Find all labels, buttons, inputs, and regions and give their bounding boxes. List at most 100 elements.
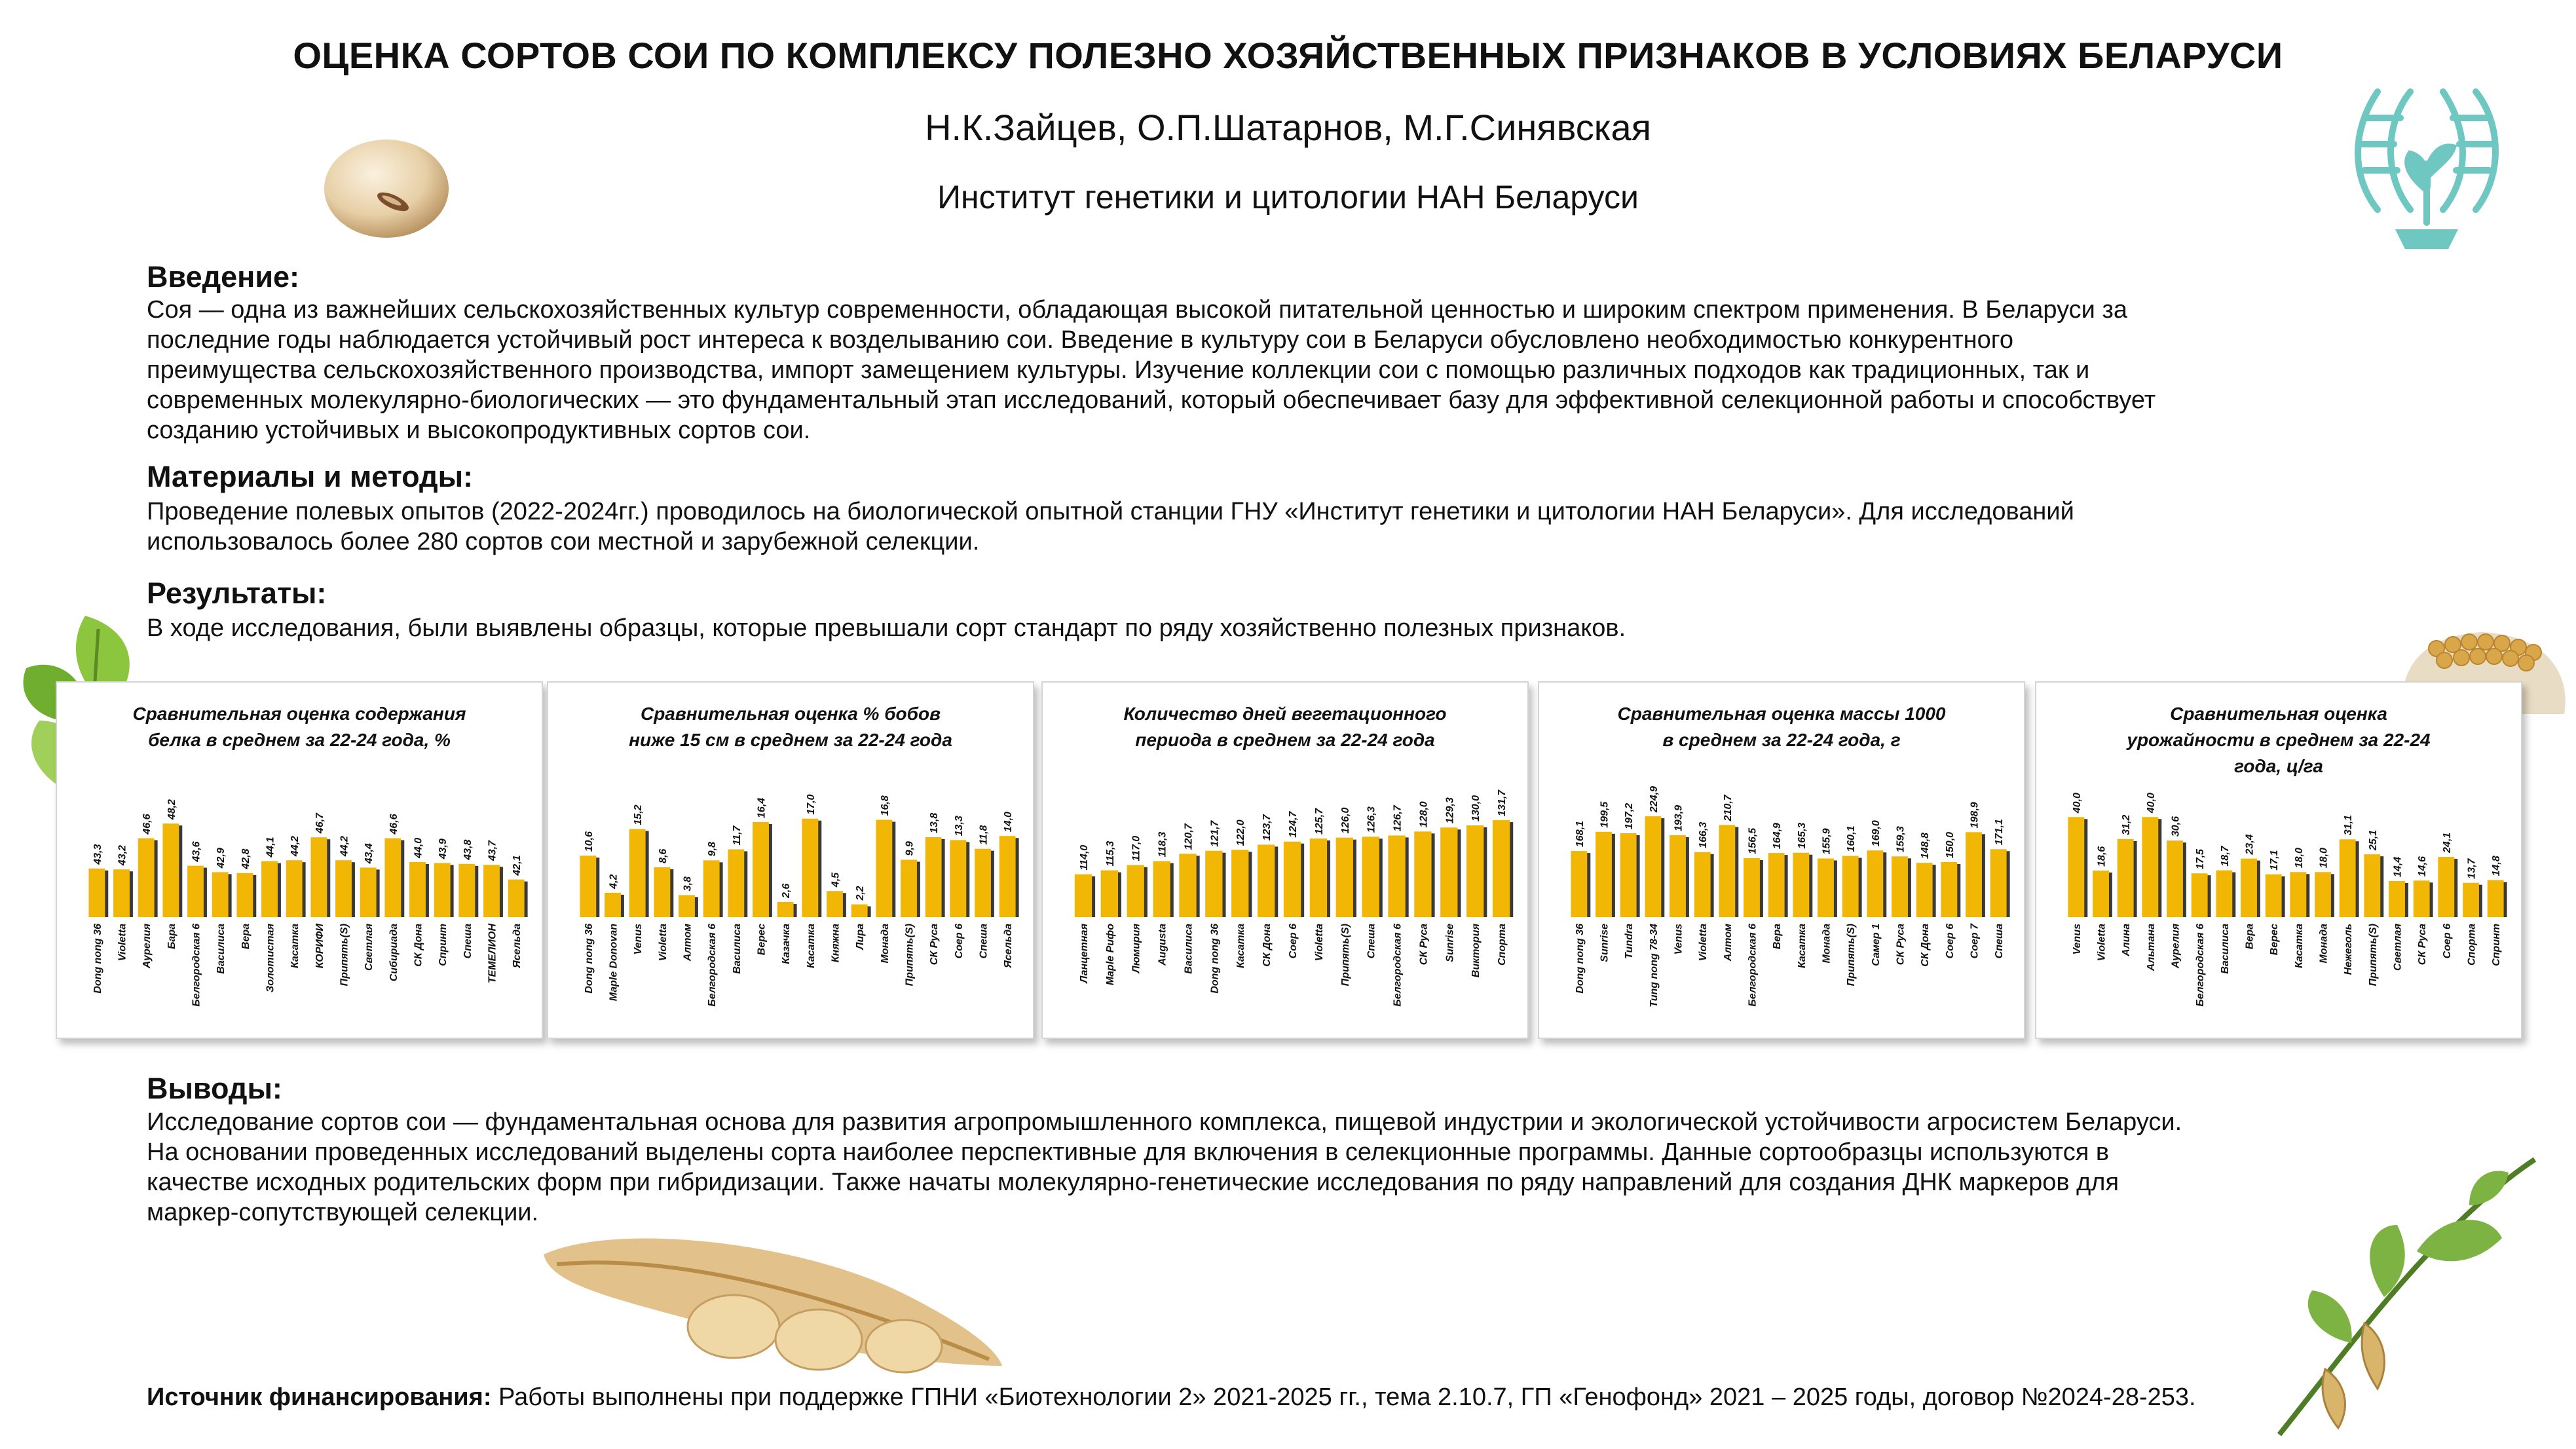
category-label: Сибириада: [388, 924, 400, 981]
chart-title-mass: Сравнительная оценка массы 1000 в средне…: [1565, 701, 1998, 753]
bar: [1074, 874, 1092, 917]
bar: [2364, 854, 2381, 917]
bar-value-label: 18,6: [2097, 846, 2108, 867]
bar: [1916, 863, 1933, 917]
bar-value-label: 160,1: [1846, 825, 1857, 852]
bar: [901, 859, 917, 917]
bar: [1966, 832, 1982, 917]
chart-title-line: Сравнительная оценка массы 1000: [1617, 704, 1946, 724]
category-label: Касатка: [289, 924, 301, 968]
chart-panel-yield: 40,0 Venus 18,6 Violetta 31,2 Алина 40,0 Альтан…: [2035, 681, 2522, 1039]
category-label: Venus: [633, 924, 644, 955]
bar: [876, 819, 893, 917]
category-label: Верес: [2269, 924, 2280, 955]
bar-value-label: 46,6: [141, 814, 153, 835]
bar-value-label: 42,8: [240, 849, 252, 870]
bar-value-label: 9,8: [707, 842, 718, 856]
bar-value-label: 155,9: [1821, 828, 1833, 854]
bar: [2265, 874, 2282, 917]
category-label: СК Дона: [1261, 924, 1273, 967]
bar: [2068, 817, 2085, 917]
category-label: Белгородская 6: [1392, 924, 1404, 1007]
category-label: Лира: [855, 924, 866, 950]
bar: [2093, 870, 2109, 917]
category-label: Альтана: [2146, 924, 2157, 971]
bar: [2487, 880, 2504, 917]
funding-label: Источник финансирования:: [147, 1383, 492, 1411]
bar: [1492, 820, 1510, 917]
category-label: Спеша: [979, 924, 990, 958]
bar-value-label: 131,7: [1497, 789, 1508, 816]
chart-title-line: года, ц/га: [2234, 756, 2323, 776]
chart-title-line: периода в среднем за 22-24 года: [1135, 730, 1435, 750]
bar-value-label: 17,5: [2195, 848, 2206, 869]
category-label: Ясельда: [512, 924, 523, 969]
bar: [1793, 852, 1810, 917]
bar: [1362, 837, 1379, 917]
bar: [975, 848, 991, 917]
bar-value-label: 43,9: [438, 838, 449, 859]
intro-line: современных молекулярно-биологических — …: [147, 386, 2156, 414]
bar-value-label: 126,0: [1340, 808, 1351, 834]
bar: [1694, 852, 1711, 917]
bar-value-label: 2,6: [781, 884, 792, 899]
bar-value-label: 117,0: [1131, 836, 1142, 861]
bar-value-label: 44,2: [289, 836, 301, 857]
category-label: Спринт: [2491, 924, 2502, 966]
chart-title-line: Сравнительная оценка % бобов: [640, 704, 941, 724]
chart-panel-mass: 168,1 Dong nong 36 199,5 Sunrise 197,2 Tundra…: [1538, 681, 2025, 1039]
category-label: КОРИФИ: [314, 924, 326, 969]
conclusions-line: На основании проведенных исследований вы…: [147, 1138, 2110, 1166]
bar-value-label: 2,2: [855, 886, 866, 901]
chart-title-vegetation: Количество дней вегетационного периода в…: [1069, 701, 1501, 753]
category-label: СК Дона: [413, 924, 424, 967]
category-label: Violetta: [1698, 924, 1709, 961]
bar-value-label: 30,6: [2171, 816, 2182, 837]
bar: [1466, 825, 1484, 917]
authors: Н.К.Зайцев, О.П.Шатарнов, М.Г.Синявская: [925, 107, 1651, 148]
category-label: Violetta: [658, 924, 669, 961]
bar: [2463, 882, 2479, 917]
category-label: Виктория: [1470, 923, 1482, 977]
bar-value-label: 159,3: [1895, 826, 1907, 852]
intro-line: созданию устойчивых и высокопродуктивных…: [147, 417, 811, 444]
category-label: Припять(S): [1846, 924, 1857, 986]
bar: [88, 868, 105, 917]
category-label: Припять(S): [339, 924, 350, 986]
bar: [2216, 870, 2233, 917]
bar-value-label: 199,5: [1599, 801, 1611, 828]
conclusions-line: Исследование сортов сои — фундаментальна…: [147, 1108, 2182, 1136]
bar: [2339, 839, 2356, 917]
bar: [580, 856, 597, 917]
category-label: Василиса: [1183, 924, 1194, 974]
category-label: Белгородская 6: [191, 924, 202, 1007]
bar: [999, 836, 1016, 917]
bar-value-label: 128,0: [1418, 801, 1429, 827]
results-text: В ходе исследования, были выявлены образ…: [147, 613, 2478, 643]
chart-title-line: Сравнительная оценка содержания: [132, 704, 466, 724]
chart-protein: 43,3 Dong nong 36 43,2 Violetta 46,6 Аурелия 4…: [88, 799, 528, 1007]
category-label: Аурелия: [141, 923, 153, 969]
bar: [236, 873, 253, 917]
bar: [827, 891, 843, 917]
bar: [1842, 856, 1859, 917]
bar: [409, 862, 426, 917]
bar-value-label: 4,2: [608, 875, 620, 890]
bar-value-label: 129,3: [1444, 797, 1455, 823]
category-label: СК Дона: [1920, 924, 1931, 967]
bar: [629, 829, 646, 917]
category-label: Казачка: [781, 924, 792, 964]
bar: [1645, 816, 1662, 917]
bar-value-label: 43,4: [364, 843, 375, 864]
bar-value-label: 148,8: [1920, 833, 1931, 859]
bar: [286, 860, 303, 917]
bar: [1818, 858, 1834, 917]
bar: [138, 838, 155, 917]
bar: [1257, 844, 1275, 917]
results-heading: Результаты:: [147, 576, 327, 610]
bar: [187, 865, 204, 917]
bar-value-label: 164,9: [1772, 823, 1783, 849]
bar: [1596, 831, 1612, 917]
bar: [851, 904, 868, 917]
category-label: Venus: [2072, 924, 2083, 955]
